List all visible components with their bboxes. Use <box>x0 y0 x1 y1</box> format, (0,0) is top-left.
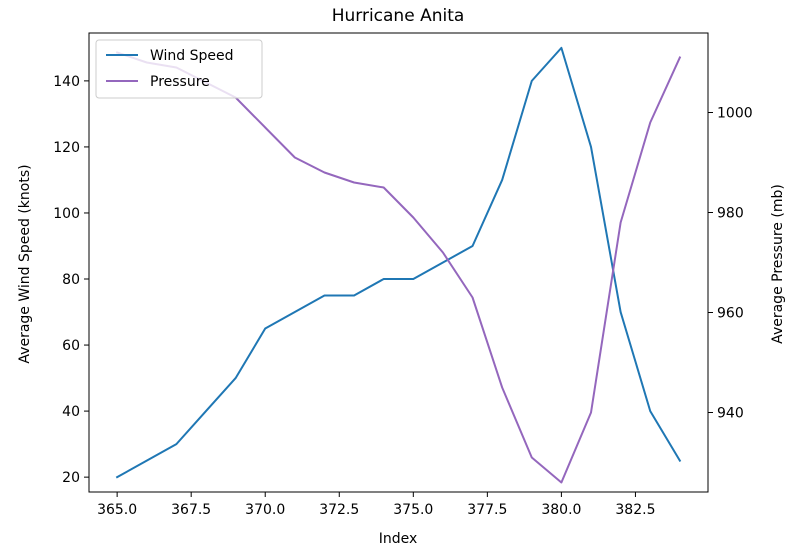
x-tick-label: 370.0 <box>245 502 285 518</box>
axes: 365.0 367.5 370.0 372.5 375.0 377.5 380.0 382.5… <box>53 32 753 518</box>
series-line-pressure <box>115 51 682 484</box>
y-left-tick-label: 40 <box>62 404 80 420</box>
y-left-tick-label: 80 <box>62 272 80 288</box>
y-axis-left-label: Average Wind Speed (knots) <box>17 164 33 363</box>
y-left-tick-label: 100 <box>53 206 80 222</box>
chart-title: Hurricane Anita <box>332 6 465 26</box>
y-right-tick-label: 1000 <box>717 106 753 122</box>
y-left-tick-label: 140 <box>53 74 80 90</box>
x-tick-label: 372.5 <box>319 502 359 518</box>
legend-label-pressure: Pressure <box>150 74 210 90</box>
x-tick-label: 380.0 <box>541 502 581 518</box>
y-left-tick-label: 120 <box>53 140 80 156</box>
plot-frame <box>88 32 709 493</box>
x-tick-label: 367.5 <box>171 502 211 518</box>
y-right-tick-label: 960 <box>717 306 744 322</box>
x-tick-label: 375.0 <box>393 502 433 518</box>
x-axis-label: Index <box>379 531 418 547</box>
x-tick-label: 365.0 <box>97 502 137 518</box>
x-tick-label: 382.5 <box>615 502 655 518</box>
y-axis-right-label: Average Pressure (mb) <box>770 184 786 344</box>
series-line-wind-speed <box>115 46 682 479</box>
y-left-tick-label: 60 <box>62 338 80 354</box>
y-left-tick-label: 20 <box>62 470 80 486</box>
legend: Wind Speed Pressure <box>95 39 263 99</box>
plot-area <box>115 46 682 484</box>
x-tick-label: 377.5 <box>467 502 507 518</box>
legend-label-wind-speed: Wind Speed <box>150 48 234 64</box>
y-right-tick-label: 940 <box>717 406 744 422</box>
y-right-tick-label: 980 <box>717 206 744 222</box>
